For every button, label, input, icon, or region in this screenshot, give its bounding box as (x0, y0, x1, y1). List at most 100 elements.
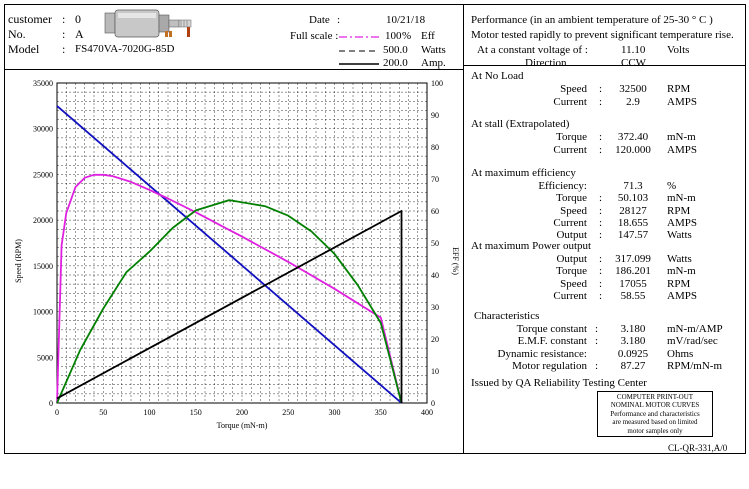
voltage-unit: Volts (667, 44, 690, 56)
y-tick-label: 10000 (33, 308, 53, 317)
characteristics-row-value: 0.0925 (617, 347, 649, 360)
max-eff-row-label: Speed (560, 204, 587, 217)
x-tick-label: 100 (144, 408, 156, 417)
no-load-row-label: Speed (560, 83, 587, 95)
y2-tick-label: 30 (431, 303, 439, 312)
y-tick-label: 25000 (33, 170, 53, 179)
y-tick-label: 0 (49, 399, 53, 408)
max-eff-row-value: 28127 (619, 204, 647, 217)
x-tick-label: 250 (282, 408, 294, 417)
max-eff-row-unit: mN-m (667, 192, 696, 205)
current-curve (56, 210, 403, 403)
characteristics-row-label: E.M.F. constant (517, 335, 587, 348)
characteristics-row-value: 87.27 (620, 359, 646, 372)
no-colon: : (62, 27, 66, 41)
voltage-label: At a constant voltage of : (477, 44, 588, 56)
direction-label: Direction (525, 57, 567, 69)
amp-legend-swatch (339, 63, 379, 65)
y2-axis-title: EFF (%) (451, 247, 460, 275)
x-tick-label: 350 (375, 408, 387, 417)
stall-row-value: 120.000 (615, 144, 651, 156)
max-eff-row-label: Efficiency: (538, 180, 587, 192)
characteristics-row-unit: mN-m/AMP (667, 323, 723, 335)
stall-title: At stall (Extrapolated) (471, 118, 570, 130)
perf-note: Motor tested rapidly to prevent signific… (471, 29, 734, 41)
stall-row-colon: : (599, 131, 603, 143)
max-power-row-value: 58.55 (620, 289, 646, 302)
characteristics-row-label: Motor regulation (512, 359, 587, 372)
characteristics-row-unit: RPM/mN-m (667, 359, 723, 372)
date-value: 10/21/18 (386, 14, 426, 26)
stall-row-unit: mN-m (667, 131, 696, 143)
max-power-row-colon: : (599, 265, 603, 278)
model-value: FS470VA-7020G-85D (75, 43, 175, 55)
spec-sheet: customer : 0 No. : A Model : FS470VA-702… (4, 4, 746, 454)
y-axis-title: Speed (RPM) (14, 239, 23, 283)
characteristics-row-value: 3.180 (620, 323, 646, 335)
header-divider (5, 69, 463, 71)
max-eff-row-unit: % (667, 180, 677, 192)
motor-image (104, 9, 192, 38)
max-eff-row-label: Output (556, 229, 587, 242)
eff-legend-swatch (339, 36, 379, 38)
stall-row-label: Current (553, 144, 587, 156)
max-eff-row-label: Current (553, 216, 587, 229)
y2-tick-label: 0 (431, 399, 435, 408)
max-power-row-label: Current (553, 289, 587, 302)
y-tick-label: 35000 (33, 79, 53, 88)
max-power-row-label: Output (556, 253, 587, 265)
y-tick-label: 15000 (33, 262, 53, 271)
printout-note-line: NOMINAL MOTOR CURVES (610, 401, 700, 410)
watts-legend-label: Watts (421, 44, 446, 56)
characteristics-row-colon: : (595, 323, 599, 335)
x-tick-label: 300 (329, 408, 341, 417)
eff-scale-unit: % (402, 30, 412, 42)
max-eff-row-colon: : (599, 216, 603, 229)
max-eff-row-value: 71.3 (623, 180, 643, 192)
no-load-row-colon: : (599, 83, 603, 95)
printout-note-line: motor samples only (627, 426, 683, 435)
date-colon: : (337, 14, 341, 26)
max-power-row-value: 186.201 (615, 265, 651, 278)
no-value: A (75, 27, 84, 41)
x-tick-label: 150 (190, 408, 202, 417)
y2-tick-label: 10 (431, 367, 439, 376)
perf-title: Performance (in an ambient temperature o… (471, 14, 713, 26)
speed-curve (56, 105, 403, 404)
characteristics-row-unit: Ohms (667, 347, 694, 360)
max-power-row-colon: : (599, 253, 603, 265)
customer-label: customer (8, 12, 52, 26)
panel-divider (463, 5, 465, 453)
max-power-row-unit: AMPS (667, 289, 697, 302)
no-load-row-unit: AMPS (667, 96, 697, 108)
amp-scale-value: 200.0 (383, 57, 408, 69)
y2-tick-label: 80 (431, 143, 439, 152)
x-tick-label: 200 (236, 408, 248, 417)
max-eff-row-colon: : (599, 229, 603, 242)
max-power-row-colon: : (599, 277, 603, 290)
y2-tick-label: 100 (431, 79, 443, 88)
characteristics-row-label: Torque constant (516, 323, 587, 335)
stall-row-unit: AMPS (667, 144, 697, 156)
max-power-row-unit: mN-m (667, 265, 696, 278)
max-power-row-colon: : (599, 289, 603, 302)
stall-row-value: 372.40 (617, 131, 649, 143)
no-load-row-colon: : (599, 96, 603, 108)
perf-divider (463, 65, 745, 66)
model-label: Model (8, 42, 40, 56)
characteristics-row-colon: : (595, 335, 599, 348)
no-load-row-value: 32500 (619, 83, 647, 95)
characteristics-row-value: 3.180 (620, 335, 646, 348)
max-eff-row-label: Torque (556, 192, 587, 205)
fullscale-label: Full scale : (290, 30, 339, 42)
motor-curve-chart: Speed (RPM) EFF (%) Torque (mN-m) 0 50 100… (14, 79, 460, 430)
x-tick-label: 400 (421, 408, 433, 417)
max-eff-row-unit: AMPS (667, 216, 697, 229)
max-power-row-value: 317.099 (615, 253, 651, 265)
no-load-row-label: Current (553, 96, 587, 108)
max-power-row-label: Torque (556, 265, 587, 278)
watts-scale-value: 500.0 (383, 44, 408, 56)
amp-legend-label: Amp. (421, 57, 446, 69)
y2-tick-label: 70 (431, 175, 439, 184)
stall-row-colon: : (599, 144, 603, 156)
